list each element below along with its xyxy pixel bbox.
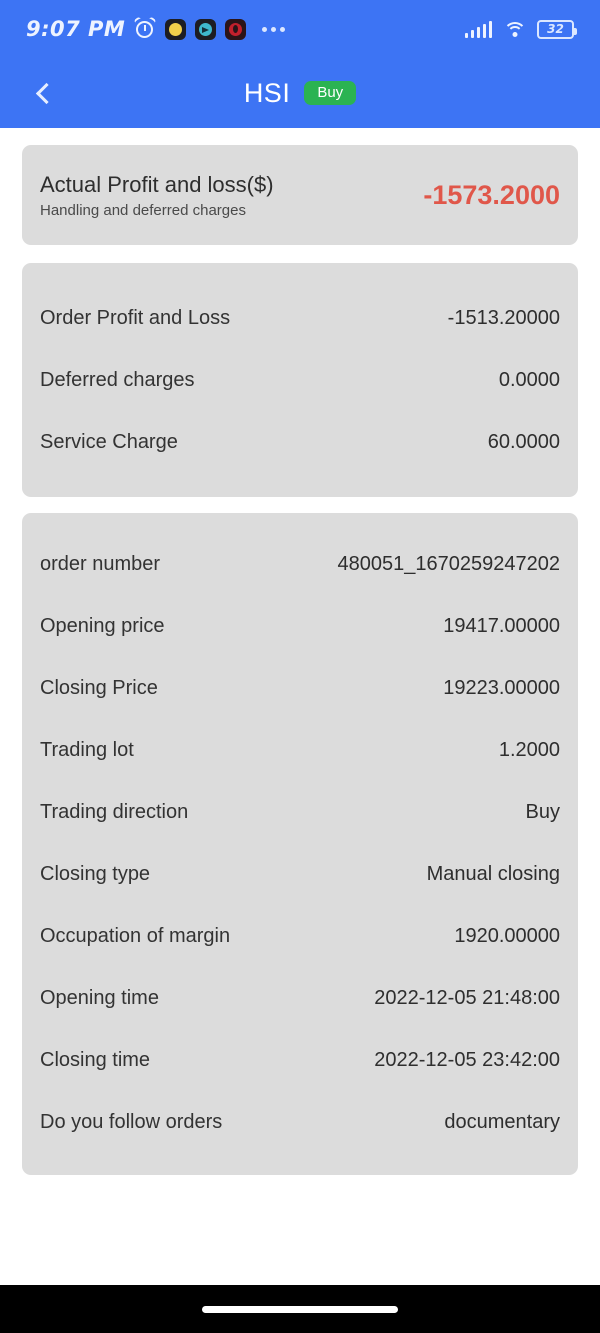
- actual-profit-loss-title: Actual Profit and loss($): [40, 171, 274, 197]
- charges-breakdown-rows: Order Profit and Loss -1513.20000 Deferr…: [22, 263, 578, 473]
- row-value: Manual closing: [426, 862, 560, 885]
- table-row: Occupation of margin 1920.00000: [40, 905, 560, 967]
- table-row: Order Profit and Loss -1513.20000: [40, 287, 560, 349]
- row-value: -1513.20000: [447, 306, 560, 329]
- row-value: Buy: [525, 800, 560, 823]
- row-label: Opening time: [40, 986, 159, 1009]
- row-value: documentary: [444, 1110, 560, 1133]
- actual-profit-loss-card: Actual Profit and loss($) Handling and d…: [22, 145, 578, 245]
- chevron-left-icon: [35, 82, 58, 104]
- row-value: 19417.00000: [443, 614, 560, 637]
- table-row: Opening time 2022-12-05 21:48:00: [40, 967, 560, 1029]
- navigation-bar: HSI Buy: [0, 58, 600, 128]
- row-value: 0.0000: [498, 368, 560, 391]
- row-value: 60.0000: [487, 430, 560, 453]
- row-label: Trading lot: [40, 738, 134, 761]
- status-bar-clock: 9:07 PM: [26, 17, 126, 41]
- row-value: 1920.00000: [454, 924, 560, 947]
- row-value: 2022-12-05 21:48:00: [374, 986, 560, 1009]
- summary-text-group: Actual Profit and loss($) Handling and d…: [40, 172, 274, 219]
- row-value: 480051_1670259247202: [337, 552, 560, 575]
- row-label: Opening price: [40, 614, 165, 637]
- back-button[interactable]: [22, 71, 66, 115]
- table-row: Opening price 19417.00000: [40, 595, 560, 657]
- status-bar: 9:07 PM 32: [0, 0, 600, 58]
- app-notification-telegram-icon: [195, 18, 217, 40]
- order-details-rows: order number 480051_1670259247202 Openin…: [22, 513, 578, 1153]
- navigation-title-group: HSI Buy: [0, 78, 600, 109]
- table-row: Deferred charges 0.0000: [40, 349, 560, 411]
- table-row: Trading lot 1.2000: [40, 719, 560, 781]
- table-row: Closing Price 19223.00000: [40, 657, 560, 719]
- row-label: Closing Price: [40, 676, 158, 699]
- row-label: Order Profit and Loss: [40, 306, 231, 329]
- table-row: Closing type Manual closing: [40, 843, 560, 905]
- row-label: Service Charge: [40, 430, 178, 453]
- trade-direction-badge: Buy: [304, 81, 357, 105]
- table-row: order number 480051_1670259247202: [40, 533, 560, 595]
- table-row: Trading direction Buy: [40, 781, 560, 843]
- row-label: order number: [40, 552, 161, 575]
- table-row: Do you follow orders documentary: [40, 1091, 560, 1153]
- system-navigation-bar: [0, 1285, 600, 1333]
- actual-profit-loss-value: -1573.2000: [423, 179, 560, 210]
- status-bar-left: 9:07 PM: [26, 16, 286, 41]
- order-details-card: order number 480051_1670259247202 Openin…: [22, 513, 578, 1175]
- row-value: 19223.00000: [443, 676, 560, 699]
- table-row: Closing time 2022-12-05 23:42:00: [40, 1029, 560, 1091]
- app-notification-gold-icon: [165, 18, 187, 40]
- row-label: Deferred charges: [40, 368, 195, 391]
- row-label: Trading direction: [40, 800, 189, 823]
- battery-level-label: 32: [547, 22, 564, 36]
- battery-icon: 32: [537, 19, 577, 39]
- row-label: Closing time: [40, 1048, 151, 1071]
- wifi-icon: [503, 21, 526, 38]
- cellular-signal-icon: [464, 20, 492, 38]
- page-title: HSI: [243, 77, 291, 108]
- alarm-clock-icon: [133, 16, 157, 40]
- table-row: Service Charge 60.0000: [40, 411, 560, 473]
- row-value: 1.2000: [498, 738, 560, 761]
- app-header: 9:07 PM 32: [0, 0, 600, 128]
- status-bar-right: 32: [464, 19, 577, 39]
- row-value: 2022-12-05 23:42:00: [374, 1048, 560, 1071]
- row-label: Closing type: [40, 862, 151, 885]
- app-notification-dark-icon: [225, 18, 247, 40]
- actual-profit-loss-subtitle: Handling and deferred charges: [40, 201, 246, 219]
- charges-breakdown-card: Order Profit and Loss -1513.20000 Deferr…: [22, 263, 578, 497]
- row-label: Occupation of margin: [40, 924, 231, 947]
- home-indicator[interactable]: [202, 1305, 398, 1313]
- row-label: Do you follow orders: [40, 1110, 223, 1133]
- more-notifications-ellipsis-icon: [262, 26, 286, 32]
